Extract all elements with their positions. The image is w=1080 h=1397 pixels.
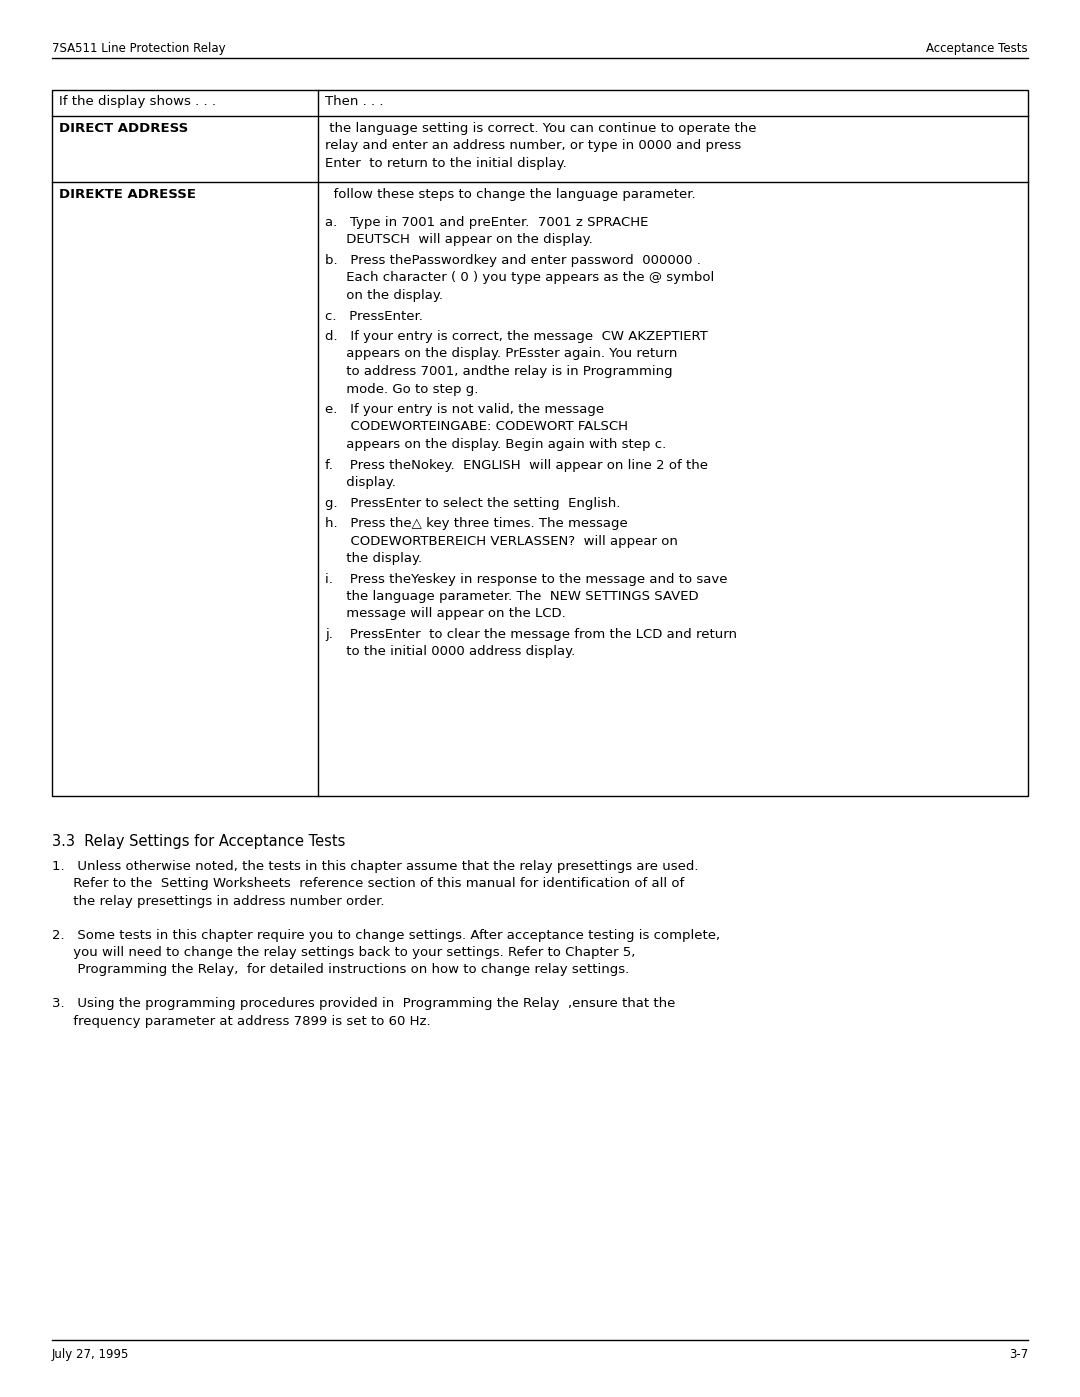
- Text: the language parameter. The  NEW SETTINGS SAVED: the language parameter. The NEW SETTINGS…: [325, 590, 699, 604]
- Text: 3.3  Relay Settings for Acceptance Tests: 3.3 Relay Settings for Acceptance Tests: [52, 834, 346, 849]
- Text: on the display.: on the display.: [325, 289, 443, 302]
- Text: Then . . .: Then . . .: [325, 95, 383, 108]
- Text: July 27, 1995: July 27, 1995: [52, 1348, 130, 1361]
- Text: you will need to change the relay settings back to your settings. Refer to Chapt: you will need to change the relay settin…: [52, 946, 635, 958]
- Text: Enter  to return to the initial display.: Enter to return to the initial display.: [325, 156, 567, 170]
- Text: frequency parameter at address 7899 is set to 60 Hz.: frequency parameter at address 7899 is s…: [52, 1014, 431, 1028]
- Text: mode. Go to step g.: mode. Go to step g.: [325, 383, 478, 395]
- Text: h.   Press the△ key three times. The message: h. Press the△ key three times. The messa…: [325, 517, 627, 529]
- Text: Acceptance Tests: Acceptance Tests: [927, 42, 1028, 54]
- Bar: [52, 89, 1028, 796]
- Text: to address 7001, andthe relay is in Programming: to address 7001, andthe relay is in Prog…: [325, 365, 673, 379]
- Text: message will appear on the LCD.: message will appear on the LCD.: [325, 608, 566, 620]
- Text: DIRECT ADDRESS: DIRECT ADDRESS: [59, 122, 188, 136]
- Text: 3.   Using the programming procedures provided in  Programming the Relay  ,ensur: 3. Using the programming procedures prov…: [52, 997, 675, 1010]
- Text: d.   If your entry is correct, the message  CW AKZEPTIERT: d. If your entry is correct, the message…: [325, 330, 707, 344]
- Text: g.   PressEnter to select the setting  English.: g. PressEnter to select the setting Engl…: [325, 496, 620, 510]
- Text: i.    Press theYeskey in response to the message and to save: i. Press theYeskey in response to the me…: [325, 573, 728, 585]
- Text: f.    Press theNokey.  ENGLISH  will appear on line 2 of the: f. Press theNokey. ENGLISH will appear o…: [325, 458, 708, 472]
- Text: the relay presettings in address number order.: the relay presettings in address number …: [52, 895, 384, 908]
- Text: Refer to the  Setting Worksheets  reference section of this manual for identific: Refer to the Setting Worksheets referenc…: [52, 877, 685, 890]
- Text: e.   If your entry is not valid, the message: e. If your entry is not valid, the messa…: [325, 402, 604, 416]
- Text: appears on the display. Begin again with step c.: appears on the display. Begin again with…: [325, 439, 666, 451]
- Text: Programming the Relay,  for detailed instructions on how to change relay setting: Programming the Relay, for detailed inst…: [52, 964, 630, 977]
- Text: Each character ( 0 ) you type appears as the @ symbol: Each character ( 0 ) you type appears as…: [325, 271, 714, 285]
- Text: CODEWORTEINGABE: CODEWORT FALSCH: CODEWORTEINGABE: CODEWORT FALSCH: [325, 420, 627, 433]
- Text: 3-7: 3-7: [1009, 1348, 1028, 1361]
- Text: CODEWORTBEREICH VERLASSEN?  will appear on: CODEWORTBEREICH VERLASSEN? will appear o…: [325, 535, 678, 548]
- Text: the display.: the display.: [325, 552, 422, 564]
- Text: If the display shows . . .: If the display shows . . .: [59, 95, 216, 108]
- Text: DEUTSCH  will appear on the display.: DEUTSCH will appear on the display.: [325, 233, 593, 246]
- Text: DIREKTE ADRESSE: DIREKTE ADRESSE: [59, 189, 195, 201]
- Text: follow these steps to change the language parameter.: follow these steps to change the languag…: [325, 189, 696, 201]
- Text: b.   Press thePasswordkey and enter password  000000 .: b. Press thePasswordkey and enter passwo…: [325, 254, 701, 267]
- Text: 1.   Unless otherwise noted, the tests in this chapter assume that the relay pre: 1. Unless otherwise noted, the tests in …: [52, 861, 699, 873]
- Text: relay and enter an address number, or type in 0000 and press: relay and enter an address number, or ty…: [325, 140, 741, 152]
- Text: 2.   Some tests in this chapter require you to change settings. After acceptance: 2. Some tests in this chapter require yo…: [52, 929, 720, 942]
- Text: to the initial 0000 address display.: to the initial 0000 address display.: [325, 645, 576, 658]
- Text: 7SA511 Line Protection Relay: 7SA511 Line Protection Relay: [52, 42, 226, 54]
- Text: the language setting is correct. You can continue to operate the: the language setting is correct. You can…: [325, 122, 756, 136]
- Text: a.   Type in 7001 and preEnter.  7001 z SPRACHE: a. Type in 7001 and preEnter. 7001 z SPR…: [325, 217, 648, 229]
- Text: display.: display.: [325, 476, 396, 489]
- Text: appears on the display. PrEsster again. You return: appears on the display. PrEsster again. …: [325, 348, 677, 360]
- Text: c.   PressEnter.: c. PressEnter.: [325, 310, 423, 323]
- Text: j.    PressEnter  to clear the message from the LCD and return: j. PressEnter to clear the message from …: [325, 629, 737, 641]
